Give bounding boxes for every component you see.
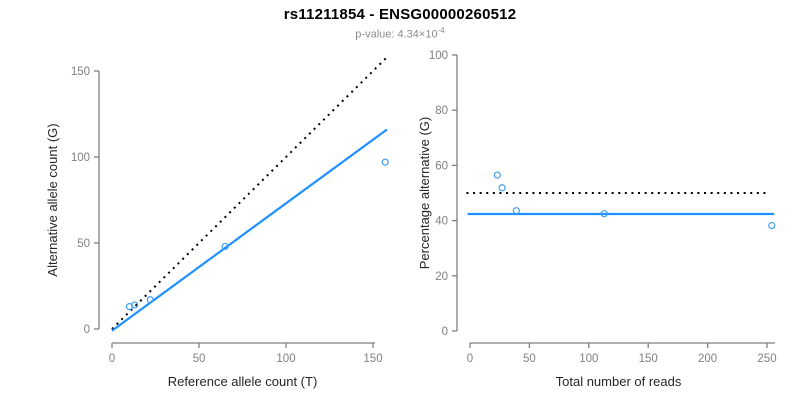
y-tick-label: 40 (435, 216, 448, 228)
x-tick-label: 50 (193, 353, 206, 365)
x-tick-label: 150 (639, 353, 658, 365)
data-point (493, 171, 501, 179)
x-axis-title: Total number of reads (556, 374, 682, 389)
data-point (600, 210, 608, 218)
identity-line (111, 56, 388, 330)
x-tick-label: 100 (579, 353, 598, 365)
data-point (146, 296, 154, 304)
x-tick-label: 200 (698, 353, 717, 365)
y-tick-label: 50 (77, 238, 90, 250)
data-point (131, 301, 139, 309)
y-tick-label: 60 (435, 160, 448, 172)
y-axis-title: Percentage alternative (G) (417, 117, 432, 269)
y-tick-label: 100 (71, 152, 90, 164)
data-point (512, 207, 520, 215)
y-tick-label: 100 (429, 50, 448, 62)
x-tick-label: 50 (523, 353, 536, 365)
x-tick-label: 150 (363, 353, 382, 365)
p-value-text: p-value: 4.34×10 (355, 28, 438, 41)
p-value-exponent: -4 (437, 26, 445, 35)
plot-title: rs11211854 - ENSG00000260512 (283, 6, 517, 23)
data-point (381, 158, 389, 166)
x-tick-label: 250 (757, 353, 776, 365)
y-axis-title: Alternative allele count (G) (45, 123, 60, 276)
x-axis-title: Reference allele count (T) (168, 374, 318, 389)
y-tick-label: 150 (71, 66, 90, 78)
y-tick-label: 0 (442, 326, 448, 338)
plot-subtitle: p-value: 4.34×10-4 (0, 26, 800, 41)
x-tick-label: 0 (109, 353, 115, 365)
x-tick-label: 0 (467, 353, 473, 365)
data-point (498, 184, 506, 192)
data-point (221, 242, 229, 251)
left-panel: 0 50 100 150 0 50 100 150 Reference allele count… (45, 56, 389, 389)
data-point (768, 221, 776, 230)
y-tick-label: 0 (84, 324, 90, 336)
y-tick-label: 80 (435, 105, 448, 117)
x-tick-label: 100 (276, 353, 295, 365)
y-tick-label: 20 (435, 271, 448, 283)
fit-line (111, 128, 388, 332)
right-panel: 0 20 40 60 80 100 0 50 100 150 200 250 Total number … (417, 50, 777, 389)
